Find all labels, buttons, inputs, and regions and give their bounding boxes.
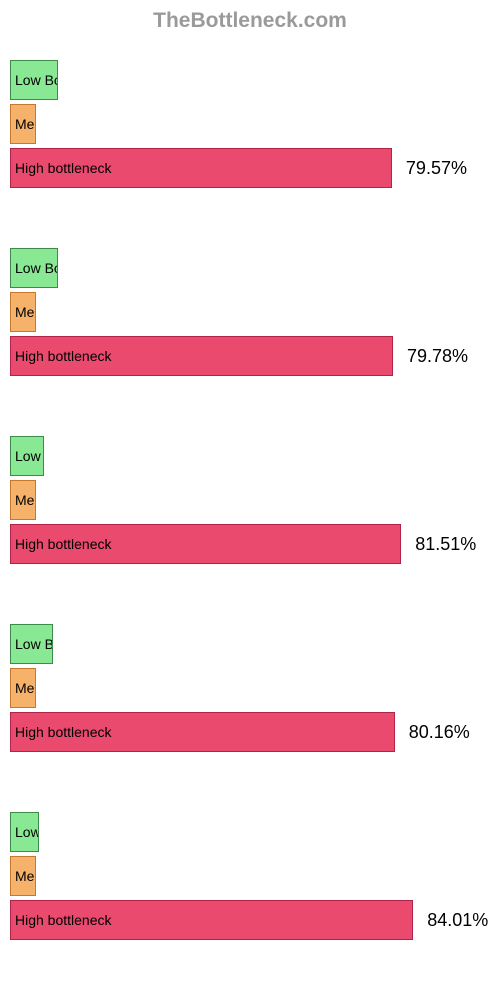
bar-row-high: High bottleneck 79.78% [0,336,500,376]
bar-row-low: Low Bottleneck [0,812,500,852]
bar-label-low: Low Bottleneck [15,260,58,276]
bar-row-medium: Medium bottleneck [0,292,500,332]
bar-label-medium: Medium bottleneck [15,680,36,696]
bar-medium: Medium bottleneck [10,668,36,708]
bar-label-medium: Medium bottleneck [15,868,36,884]
bar-high: High bottleneck [10,900,413,940]
chart-group: Low Bottleneck Medium bottleneck High bott… [0,436,500,564]
bar-medium: Medium bottleneck [10,480,36,520]
bar-label-high: High bottleneck [15,348,112,364]
bar-label-low: Low Bottleneck [15,72,58,88]
bar-row-high: High bottleneck 80.16% [0,712,500,752]
bar-label-medium: Medium bottleneck [15,116,36,132]
bar-row-low: Low Bottleneck [0,624,500,664]
bar-label-high: High bottleneck [15,160,112,176]
bar-low: Low Bottleneck [10,624,53,664]
bar-medium: Medium bottleneck [10,104,36,144]
pct-label: 84.01% [427,900,488,940]
bar-label-high: High bottleneck [15,536,112,552]
bar-low: Low Bottleneck [10,436,44,476]
bar-label-low: Low Bottleneck [15,824,39,840]
chart-group: Low Bottleneck Medium bottleneck High bott… [0,812,500,940]
bar-low: Low Bottleneck [10,812,39,852]
bar-row-low: Low Bottleneck [0,60,500,100]
bar-high: High bottleneck [10,336,393,376]
bar-high: High bottleneck [10,712,395,752]
bar-label-high: High bottleneck [15,724,112,740]
bar-row-medium: Medium bottleneck [0,856,500,896]
bar-label-medium: Medium bottleneck [15,492,36,508]
bar-row-low: Low Bottleneck [0,436,500,476]
bar-row-high: High bottleneck 84.01% [0,900,500,940]
pct-label: 79.57% [406,148,467,188]
bar-high: High bottleneck [10,524,401,564]
bar-label-medium: Medium bottleneck [15,304,36,320]
bar-row-high: High bottleneck 79.57% [0,148,500,188]
pct-label: 81.51% [415,524,476,564]
bar-medium: Medium bottleneck [10,856,36,896]
chart-group: Low Bottleneck Medium bottleneck High bott… [0,60,500,188]
bar-medium: Medium bottleneck [10,292,36,332]
bar-row-low: Low Bottleneck [0,248,500,288]
bar-high: High bottleneck [10,148,392,188]
watermark-text: TheBottleneck.com [0,9,500,33]
bar-low: Low Bottleneck [10,60,58,100]
bar-row-medium: Medium bottleneck [0,104,500,144]
chart-group: Low Bottleneck Medium bottleneck High bott… [0,248,500,376]
pct-label: 79.78% [407,336,468,376]
pct-label: 80.16% [409,712,470,752]
chart-group: Low Bottleneck Medium bottleneck High bott… [0,624,500,752]
bar-low: Low Bottleneck [10,248,58,288]
bar-row-high: High bottleneck 81.51% [0,524,500,564]
bar-label-high: High bottleneck [15,912,112,928]
bar-row-medium: Medium bottleneck [0,668,500,708]
bar-label-low: Low Bottleneck [15,448,44,464]
bar-label-low: Low Bottleneck [15,636,53,652]
bar-row-medium: Medium bottleneck [0,480,500,520]
